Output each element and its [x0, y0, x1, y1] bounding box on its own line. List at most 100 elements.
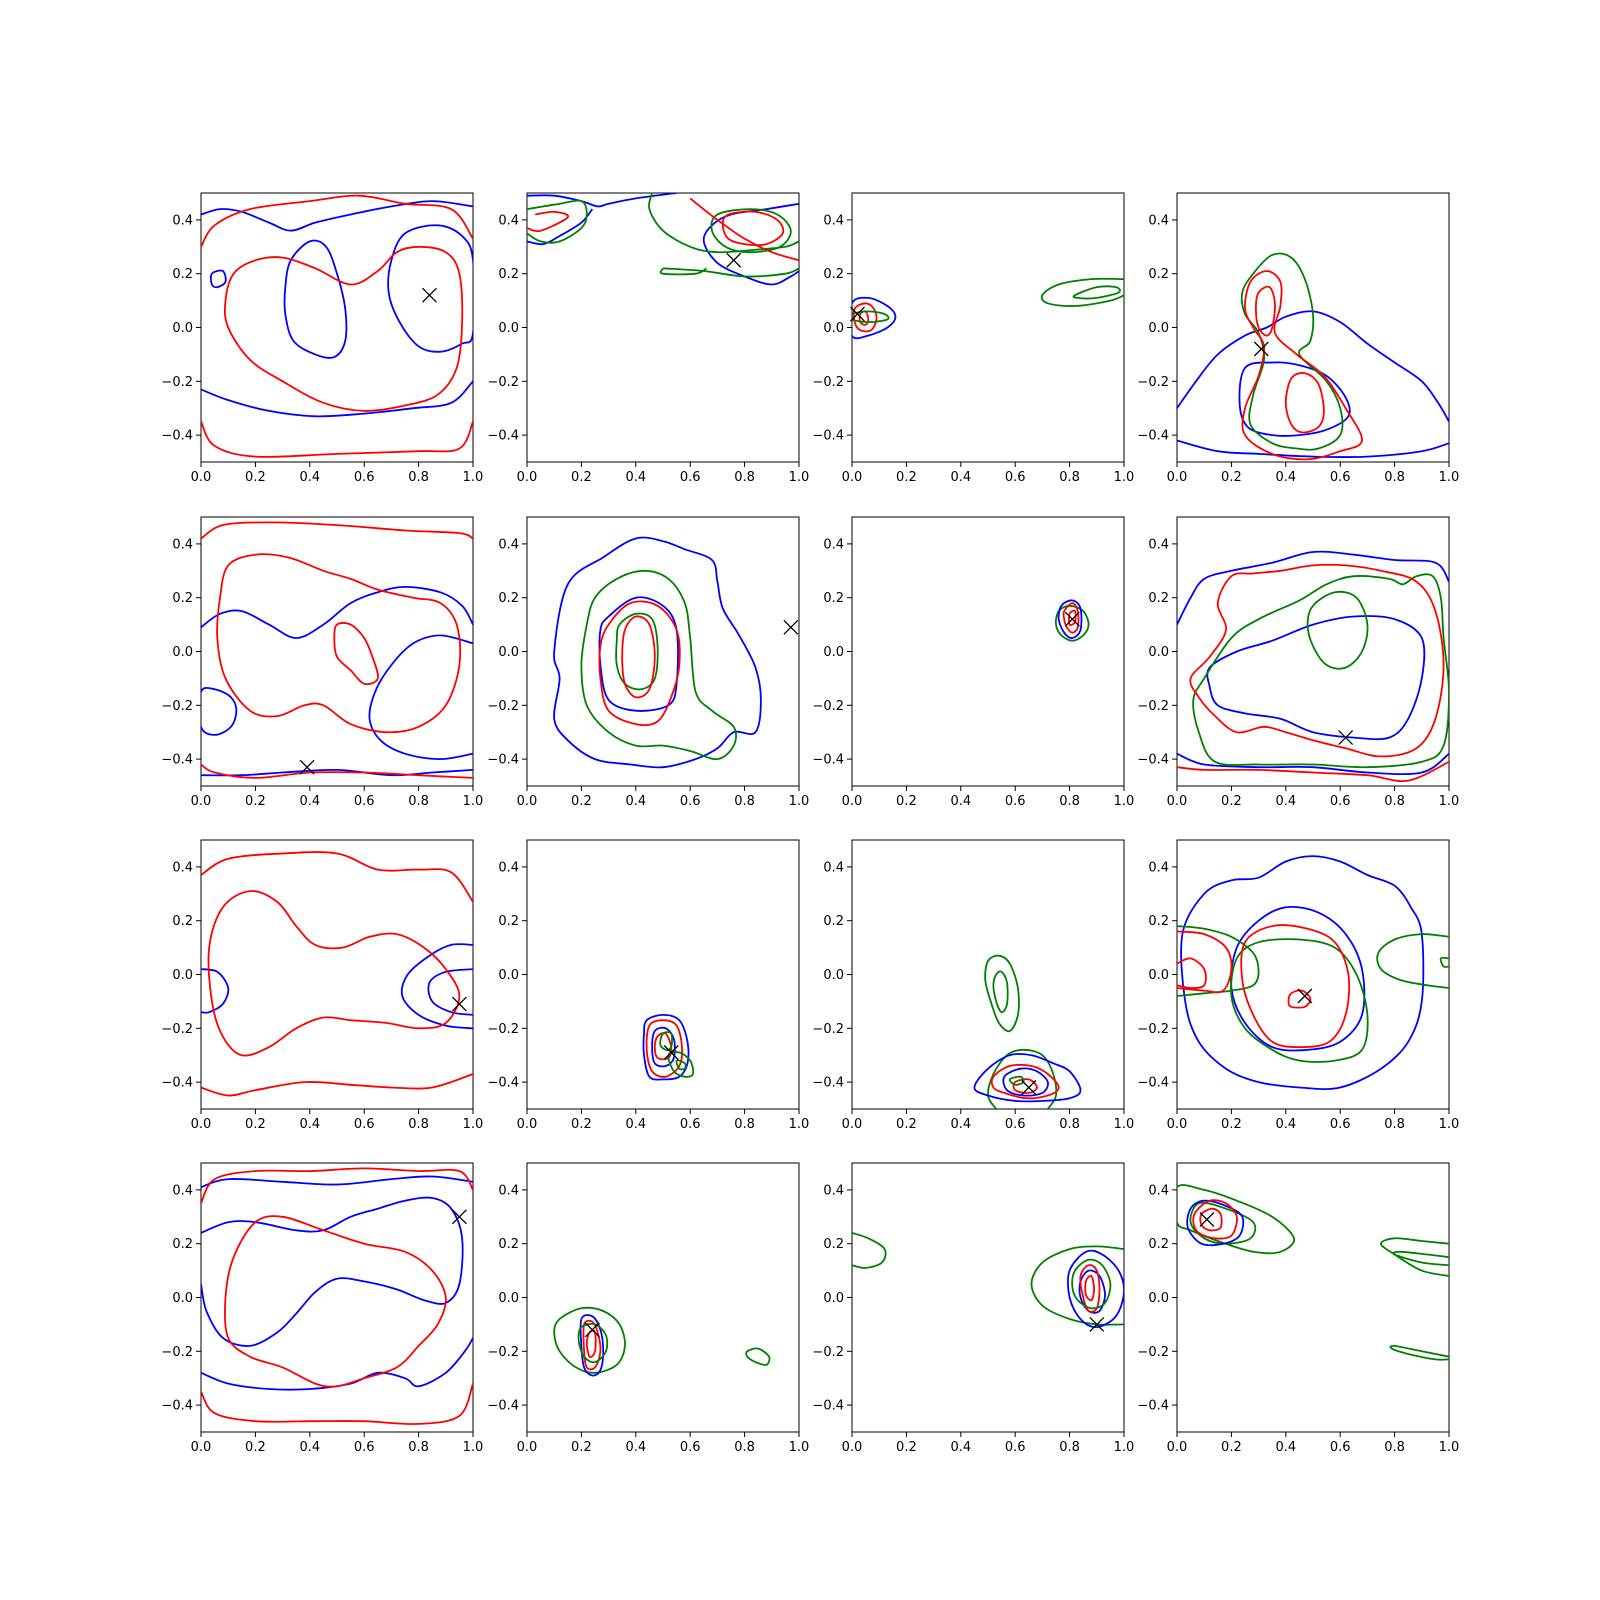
blue-contour-line [283, 239, 348, 359]
blue-contour-line [642, 1014, 690, 1081]
y-tick-label: 0.4 [823, 213, 844, 228]
contour-group [201, 194, 473, 458]
x-tick-label: 0.0 [842, 794, 863, 809]
red-contour-line [1062, 602, 1080, 634]
x-tick-label: 0.2 [1221, 794, 1242, 809]
x-tick-label: 0.2 [896, 1440, 917, 1455]
y-tick-label: −0.2 [812, 1345, 844, 1360]
y-tick-label: 0.2 [498, 914, 519, 929]
red-contour-line [201, 1073, 473, 1097]
y-tick-label: 0.2 [172, 914, 193, 929]
y-tick-label: 0.0 [498, 1291, 519, 1306]
x-tick-label: 0.4 [299, 1117, 320, 1132]
x-marker [783, 619, 799, 635]
x-tick-label: 1.0 [789, 470, 810, 485]
axes-frame [851, 839, 1125, 1110]
axes-frame [200, 516, 474, 787]
red-contour-line [527, 210, 569, 233]
x-marker [663, 1045, 679, 1060]
x-tick-label: 0.6 [1005, 1440, 1026, 1455]
y-tick-label: −0.2 [1137, 1345, 1169, 1360]
x-tick-label: 0.0 [191, 794, 212, 809]
red-contour-line [223, 245, 464, 412]
x-tick-label: 0.2 [571, 470, 592, 485]
red-contour-line [201, 1167, 473, 1204]
green-contour-line [992, 970, 1009, 1014]
x-tick-label: 0.8 [1059, 470, 1080, 485]
y-tick-label: 0.4 [1148, 1183, 1169, 1198]
x-tick-label: 0.6 [354, 1117, 375, 1132]
green-contour-line [527, 199, 588, 244]
panel-4: 0.0 0.2 0.4 0.6 0.8 1.0 −0.4 −0.2 0.0 0.2 0.4 [1137, 192, 1459, 485]
red-contour-line [990, 1063, 1060, 1100]
x-tick-label: 0.2 [1221, 470, 1242, 485]
contour-group [1177, 550, 1449, 782]
x-tick-label: 0.4 [625, 1440, 646, 1455]
red-contour-line [207, 890, 461, 1057]
x-tick-label: 0.6 [680, 1440, 701, 1455]
x-tick-label: 0.6 [1005, 470, 1026, 485]
y-tick-label: −0.4 [161, 1399, 193, 1414]
x-tick-label: 0.6 [680, 794, 701, 809]
x-tick-label: 0.2 [1221, 1440, 1242, 1455]
x-marker [1199, 1212, 1215, 1227]
green-contour-line [580, 569, 737, 761]
x-tick-label: 0.6 [354, 470, 375, 485]
panel-7: 0.0 0.2 0.4 0.6 0.8 1.0 −0.4 −0.2 0.0 0.2 0.4 [812, 516, 1134, 809]
panel-3: 0.0 0.2 0.4 0.6 0.8 1.0 −0.4 −0.2 0.0 0.2 0.4 [812, 192, 1134, 485]
contour-group [852, 1232, 1124, 1329]
y-tick-label: −0.2 [1137, 699, 1169, 714]
x-tick-label: 0.2 [896, 1117, 917, 1132]
x-tick-label: 1.0 [1439, 794, 1460, 809]
x-tick-label: 1.0 [1114, 1117, 1135, 1132]
blue-contour-line [201, 1175, 473, 1189]
x-tick-label: 0.4 [950, 470, 971, 485]
x-tick-label: 0.2 [571, 1117, 592, 1132]
green-contour-line [710, 208, 792, 254]
red-contour-line [201, 421, 473, 458]
green-contour-line [615, 612, 659, 691]
x-tick-label: 0.2 [1221, 1117, 1242, 1132]
y-tick-label: 0.4 [172, 1183, 193, 1198]
blue-contour-line [553, 536, 762, 769]
x-tick-label: 0.6 [1005, 1117, 1026, 1132]
y-tick-label: 0.4 [823, 860, 844, 875]
x-tick-label: 1.0 [1114, 1440, 1135, 1455]
y-tick-label: −0.2 [812, 375, 844, 390]
panel-6: 0.0 0.2 0.4 0.6 0.8 1.0 −0.4 −0.2 0.0 0.2 0.4 [487, 516, 809, 809]
y-tick-label: 0.2 [823, 1237, 844, 1252]
blue-contour-line [209, 269, 227, 289]
red-contour-line [201, 763, 473, 779]
green-contour-line [648, 193, 799, 254]
axes-frame [851, 192, 1125, 463]
y-tick-label: 0.0 [823, 321, 844, 336]
y-tick-label: −0.4 [812, 1399, 844, 1414]
axes-frame [1176, 839, 1450, 1110]
y-tick-label: −0.4 [1137, 753, 1169, 768]
axes-frame [1176, 516, 1450, 787]
red-contour-line [1255, 285, 1276, 337]
contour-group [642, 1014, 695, 1081]
blue-contour-line [973, 1052, 1082, 1103]
x-marker [451, 996, 467, 1012]
x-tick-label: 0.4 [1275, 1117, 1296, 1132]
x-tick-label: 0.8 [1384, 794, 1405, 809]
red-contour-line [201, 1383, 473, 1425]
x-tick-label: 0.0 [517, 1440, 538, 1455]
contour-group [201, 851, 473, 1097]
y-tick-label: −0.2 [487, 1022, 519, 1037]
axes-frame [526, 1162, 800, 1433]
green-contour-line [852, 1232, 887, 1269]
panel-2: 0.0 0.2 0.4 0.6 0.8 1.0 −0.4 −0.2 0.0 0.2 0.4 [487, 192, 810, 485]
blue-contour-line [387, 224, 473, 353]
y-tick-label: 0.4 [498, 860, 519, 875]
x-tick-label: 1.0 [463, 1440, 484, 1455]
blue-contour-line [201, 200, 473, 232]
red-contour-line [721, 210, 785, 247]
y-tick-label: −0.4 [812, 1076, 844, 1091]
x-tick-label: 0.0 [191, 1440, 212, 1455]
y-tick-label: 0.2 [498, 1237, 519, 1252]
contour-group [852, 277, 1124, 340]
blue-contour-line [201, 686, 238, 736]
x-marker [299, 759, 315, 775]
